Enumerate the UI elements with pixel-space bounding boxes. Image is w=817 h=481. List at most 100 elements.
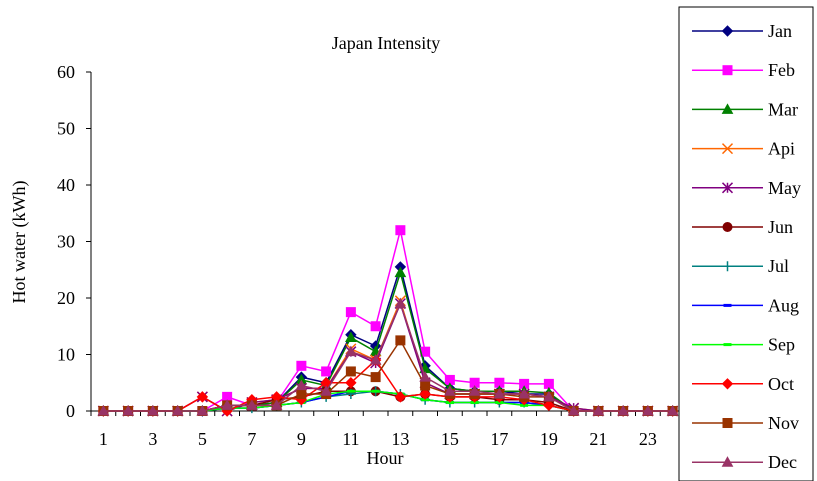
data-point-nov: [420, 380, 431, 391]
series-line-dec: [103, 301, 673, 412]
series-oct: [97, 354, 679, 417]
legend-marker-nov: [722, 418, 733, 428]
data-point-oct: [419, 388, 431, 400]
data-point-mar: [345, 331, 357, 343]
y-tick-label: 40: [57, 175, 75, 195]
legend-marker-oct: [721, 378, 734, 390]
data-point-feb: [395, 225, 406, 236]
y-tick-label: 50: [57, 119, 75, 139]
data-point-dec: [518, 388, 530, 399]
x-tick-label: 11: [342, 429, 359, 449]
legend-label: May: [768, 178, 801, 198]
legend-item-aug: Aug: [692, 295, 799, 315]
x-tick-label: 1: [99, 429, 108, 449]
y-axis-label: Hot water (kWh): [9, 181, 30, 304]
data-point-oct: [543, 399, 555, 412]
x-axis-label: Hour: [367, 448, 404, 468]
x-axis: 1 3 5 7 9 11 13 15 17 19 21 23: [90, 411, 686, 449]
legend-item-jul: Jul: [692, 256, 789, 276]
legend-label: Sep: [768, 335, 795, 355]
legend-item-jan: Jan: [692, 21, 792, 41]
series-line-jun: [103, 390, 673, 412]
legend-label: Jun: [768, 217, 793, 237]
x-tick-label: 5: [198, 429, 207, 449]
data-point-sep: [371, 389, 380, 393]
y-tick-label: 20: [57, 288, 75, 308]
series-line-mar: [103, 269, 673, 412]
data-point-dec: [345, 345, 357, 357]
data-point-dec: [394, 297, 407, 309]
data-point-feb: [296, 360, 307, 371]
legend-marker-may: [721, 182, 734, 194]
legend-marker-aug: [723, 303, 732, 307]
legend-marker-mar: [721, 103, 734, 114]
legend-label: Oct: [768, 374, 794, 394]
series-line-jan: [103, 264, 673, 412]
x-tick-label: 3: [148, 429, 157, 449]
data-point-nov: [345, 366, 356, 377]
legend-label: Api: [768, 139, 795, 159]
series-line-may: [103, 301, 673, 412]
legend-label: Dec: [768, 452, 797, 472]
legend-item-api: Api: [692, 139, 795, 159]
data-point-dec: [444, 385, 456, 396]
legend-item-may: May: [692, 178, 801, 198]
data-point-oct: [196, 391, 209, 403]
legend-marker-api: [721, 143, 734, 155]
legend-item-nov: Nov: [692, 413, 799, 433]
legend-label: Feb: [768, 60, 795, 80]
data-point-nov: [370, 372, 381, 383]
data-point-dec: [666, 404, 679, 416]
x-tick-label: 21: [589, 429, 607, 449]
chart-title: Japan Intensity: [332, 33, 440, 53]
x-tick-label: 19: [540, 429, 558, 449]
legend-item-sep: Sep: [692, 335, 795, 355]
series-nov: [98, 335, 678, 416]
y-tick-label: 0: [66, 401, 75, 421]
data-point-dec: [543, 390, 555, 402]
data-point-nov: [296, 389, 307, 400]
data-point-dec: [419, 371, 431, 382]
data-point-feb: [345, 307, 356, 318]
legend-item-mar: Mar: [692, 99, 798, 119]
data-point-dec: [493, 388, 506, 399]
x-tick-label: 7: [247, 429, 256, 449]
data-point-dec: [468, 385, 481, 396]
x-tick-label: 13: [391, 429, 409, 449]
data-point-dec: [567, 404, 580, 416]
legend-item-jun: Jun: [692, 217, 793, 237]
data-point-mar: [394, 266, 407, 278]
y-tick-label: 30: [57, 232, 75, 252]
legend-item-dec: Dec: [692, 452, 797, 472]
legend-marker-sep: [723, 343, 732, 347]
data-point-oct: [345, 377, 357, 389]
data-point-dec: [147, 404, 159, 416]
data-point-dec: [617, 404, 629, 416]
data-point-feb: [321, 366, 332, 377]
data-point-dec: [270, 399, 283, 410]
series-sep: [99, 389, 677, 413]
data-point-dec: [592, 404, 605, 416]
legend-label: Jul: [768, 256, 789, 276]
legend-item-oct: Oct: [692, 374, 794, 394]
data-point-dec: [171, 404, 184, 416]
series-dec: [97, 297, 679, 416]
data-point-dec: [246, 399, 258, 410]
data-point-oct: [394, 391, 407, 403]
data-point-dec: [369, 354, 382, 365]
data-point-dec: [295, 379, 308, 391]
x-tick-label: 17: [490, 429, 508, 449]
legend-box: [678, 6, 814, 481]
legend-marker-jun: [722, 222, 733, 232]
data-point-sep: [346, 389, 355, 393]
legend-label: Nov: [768, 413, 799, 433]
series-feb: [98, 225, 678, 416]
data-point-dec: [642, 404, 654, 416]
legend-label: Jan: [768, 21, 792, 41]
legend-label: Aug: [768, 295, 799, 315]
series-line-feb: [103, 230, 673, 412]
x-tick-label: 15: [441, 429, 459, 449]
data-point-dec: [196, 404, 209, 416]
legend-marker-jul: [722, 261, 733, 272]
